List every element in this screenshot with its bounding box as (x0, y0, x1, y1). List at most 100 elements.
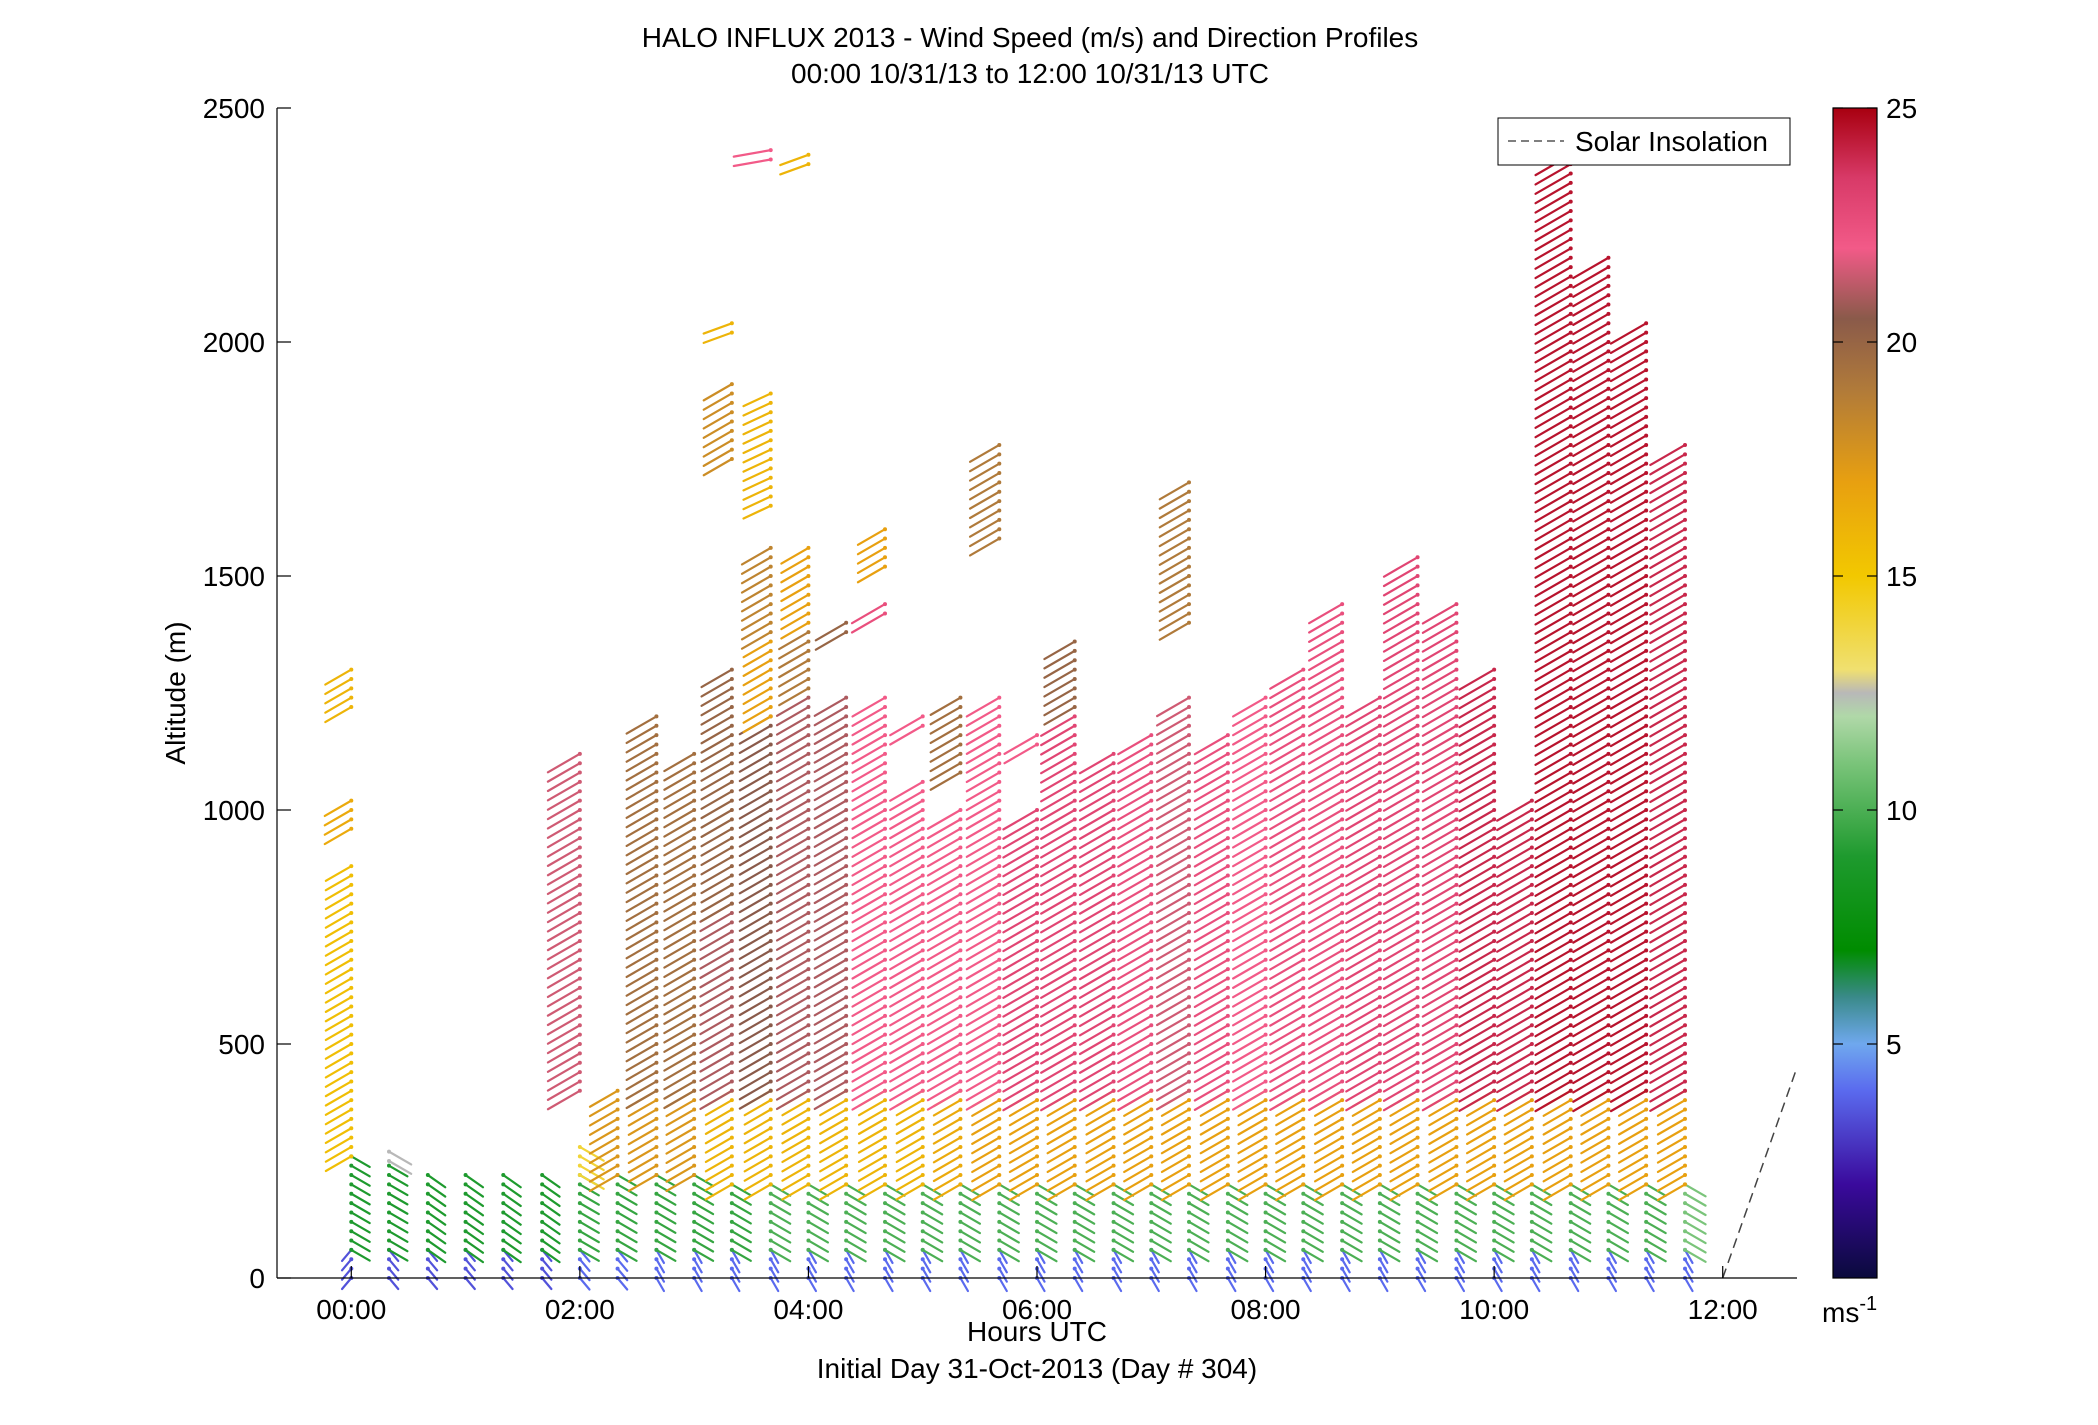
wind-barb-tip (1644, 1191, 1649, 1196)
wind-barb (1534, 743, 1572, 766)
wind-barb-tip (1415, 845, 1420, 850)
wind-barb (1572, 294, 1610, 317)
wind-barb (926, 874, 962, 896)
wind-barb (1572, 930, 1610, 954)
wind-barb-tip (540, 1229, 545, 1234)
wind-barb-tip (729, 1135, 734, 1140)
wind-barb-tip (920, 779, 925, 784)
wind-barb-tip (1529, 1013, 1534, 1018)
wind-barb (700, 696, 733, 717)
wind-barb-tip (997, 489, 1002, 494)
wind-barb (738, 827, 772, 848)
wind-barb (1534, 649, 1572, 673)
wind-barb (1458, 1061, 1496, 1084)
wind-barb (1275, 1145, 1305, 1164)
wind-barb (851, 827, 887, 849)
wind-barb (1656, 1108, 1687, 1127)
wind-barb (775, 958, 810, 979)
wind-barb-tip (692, 1013, 697, 1018)
wind-barb (1308, 1024, 1344, 1046)
wind-barb (775, 818, 810, 839)
wind-barb (926, 949, 962, 971)
wind-barb (1155, 705, 1191, 727)
wind-barb-tip (1225, 901, 1230, 906)
wind-barb (1534, 415, 1572, 439)
wind-barb-tip (1568, 592, 1573, 597)
wind-barb (1193, 883, 1229, 906)
wind-barb-tip (1492, 1088, 1497, 1093)
wind-barb-tip (729, 1201, 734, 1206)
wind-barb-tip (1644, 396, 1649, 401)
wind-barb (700, 780, 733, 801)
wind-barb (1530, 1192, 1553, 1207)
wind-barb (732, 158, 772, 168)
wind-barb (655, 1173, 677, 1188)
wind-barb-tip (1340, 1060, 1345, 1065)
wind-barb-tip (1187, 901, 1191, 906)
wind-barb-tip (1415, 1247, 1420, 1252)
wind-barb-tip (806, 1173, 811, 1178)
y-tick-label: 0 (249, 1263, 265, 1294)
wind-barb-tip (692, 1060, 697, 1065)
wind-barb (1534, 462, 1572, 486)
wind-barb-tip (958, 770, 963, 775)
wind-barb-tip (1149, 817, 1154, 822)
wind-barb (1308, 677, 1344, 700)
wind-barb (625, 902, 658, 922)
wind-barb (889, 1033, 924, 1055)
wind-barb-tip (1149, 985, 1154, 990)
wind-barb-tip (1301, 910, 1306, 915)
wind-barb (625, 1014, 658, 1035)
wind-barb (968, 443, 1001, 463)
wind-barb-tip (1454, 1191, 1459, 1196)
wind-barb (1345, 977, 1381, 999)
wind-barb-tip (997, 733, 1002, 738)
wind-barb-tip (540, 1257, 545, 1262)
wind-barb-tip (1606, 442, 1611, 447)
wind-barb (1572, 902, 1610, 926)
wind-barb-tip (883, 1079, 887, 1084)
wind-barb-tip (1529, 1191, 1534, 1196)
wind-barb (1002, 865, 1039, 887)
wind-barb-tip (1225, 836, 1230, 841)
wind-barb-tip (1644, 555, 1649, 560)
wind-barb (1421, 893, 1458, 915)
wind-barb-tip (920, 714, 925, 719)
wind-barb (663, 1033, 696, 1053)
wind-barb-tip (1568, 555, 1573, 560)
wind-barb (1572, 818, 1610, 841)
wind-barb (627, 1099, 658, 1118)
wind-barb-tip (1454, 1116, 1459, 1121)
wind-barb (775, 874, 810, 895)
wind-barb-tip (729, 1126, 734, 1131)
wind-barb-tip (1568, 630, 1573, 635)
wind-barb-tip (806, 1229, 811, 1234)
wind-barb-tip (1644, 1247, 1649, 1252)
wind-barb (699, 1005, 733, 1026)
wind-barb-tip (1187, 705, 1191, 710)
wind-barb-tip (1340, 892, 1345, 897)
wind-barb (1534, 677, 1572, 701)
wind-barb (1609, 949, 1648, 972)
wind-barb-tip (654, 1247, 659, 1252)
wind-barb (1609, 406, 1648, 429)
wind-barb (702, 420, 733, 439)
wind-barb-tip (1644, 433, 1649, 438)
wind-barb (1572, 986, 1610, 1010)
wind-barb (1008, 1173, 1039, 1192)
wind-barb (883, 1220, 906, 1235)
wind-barb (813, 743, 848, 764)
wind-barb (1572, 1033, 1610, 1057)
wind-barb (851, 790, 887, 812)
wind-barb (1313, 1164, 1344, 1183)
wind-barb-tip (1683, 630, 1687, 635)
wind-barb (627, 1173, 658, 1193)
wind-barb-tip (1568, 508, 1573, 513)
wind-barb (1534, 284, 1572, 308)
wind-barb-tip (387, 1238, 391, 1243)
wind-barb-tip (883, 920, 887, 925)
wind-barb (1155, 1024, 1191, 1045)
wind-barb-tip (1568, 536, 1573, 541)
wind-barb-tip (883, 1201, 887, 1206)
wind-barb-tip (1568, 714, 1573, 719)
